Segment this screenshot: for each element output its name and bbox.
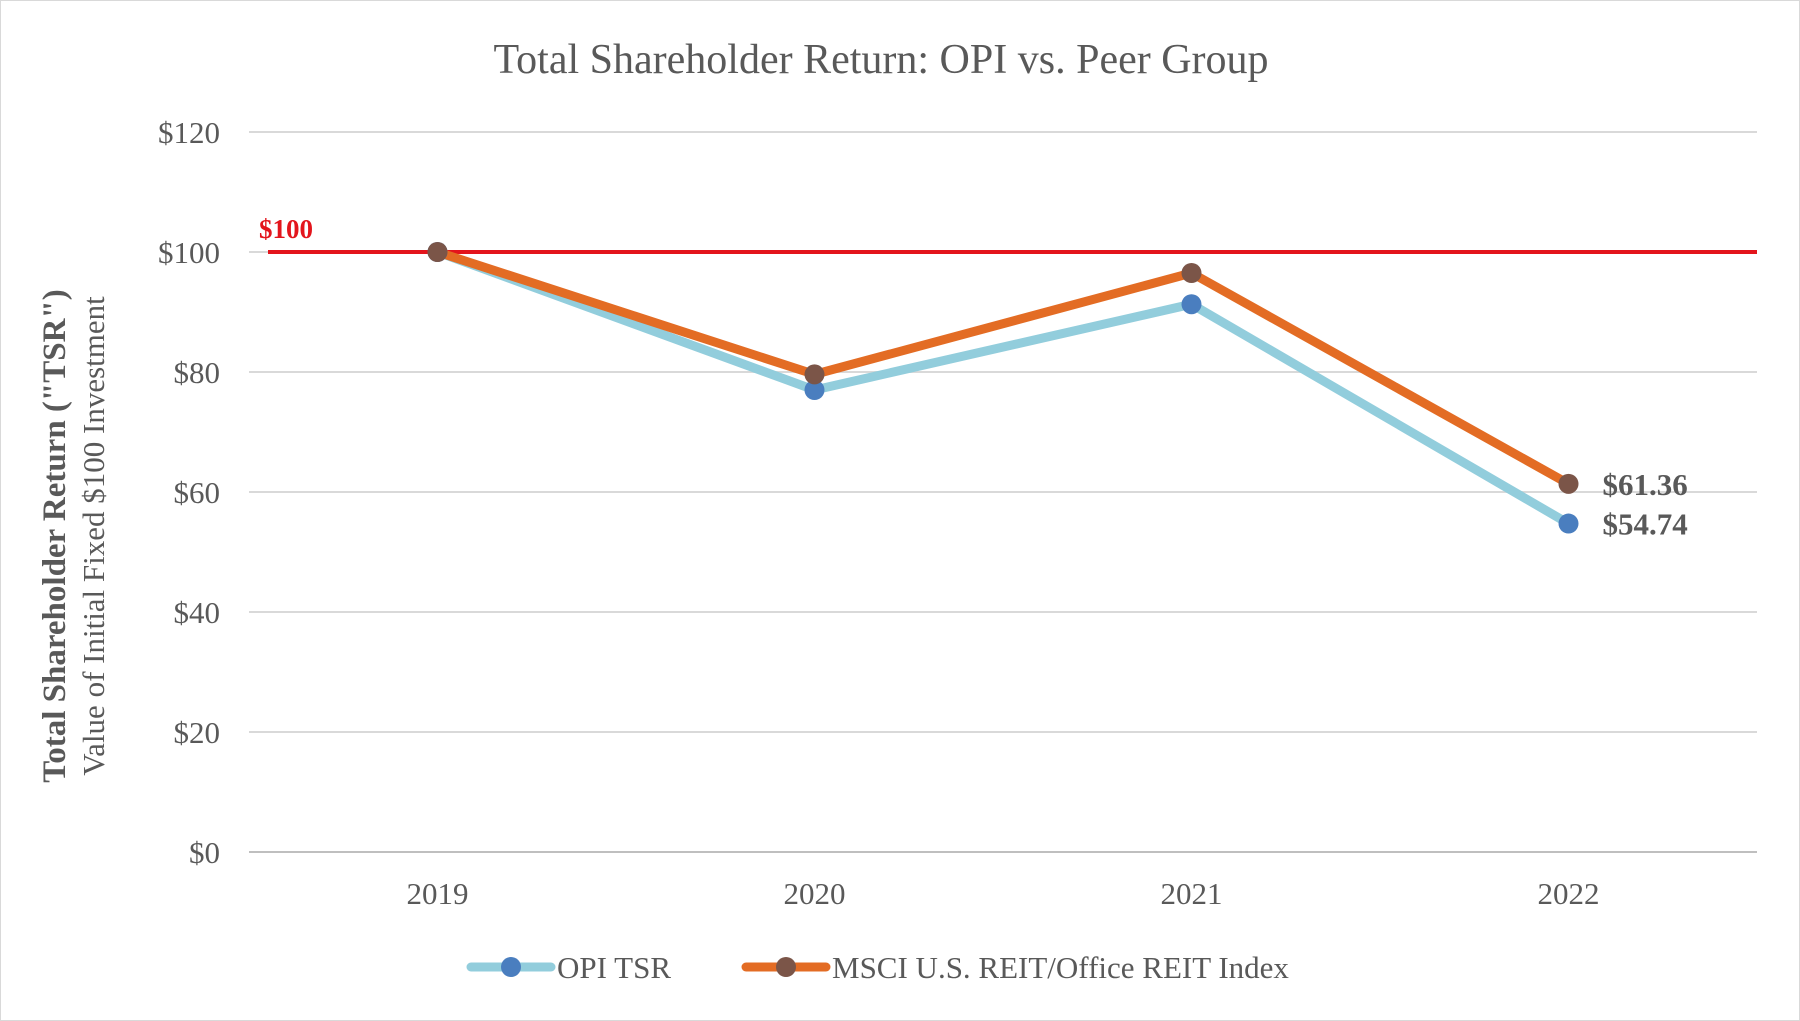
legend-label: MSCI U.S. REIT/Office REIT Index	[832, 950, 1289, 985]
series-1-point	[1558, 513, 1579, 534]
series-2-end-label: $61.36	[1603, 467, 1688, 502]
y-tick-labels: $0 $20 $40 $60 $80 $100 $120	[158, 115, 220, 870]
reference-line-label: $100	[259, 214, 313, 244]
y-tick-label: $60	[174, 475, 221, 510]
y-axis-title-main: Total Shareholder Return ("TSR")	[37, 289, 73, 783]
legend-swatch-marker	[501, 957, 521, 977]
gridlines	[249, 131, 1757, 853]
series-2-line	[433, 247, 1573, 489]
series-1-end-label: $54.74	[1603, 507, 1688, 542]
y-axis-title-sub: Value of Initial Fixed $100 Investment	[76, 296, 111, 776]
x-tick-label: 2021	[1161, 876, 1223, 911]
y-tick-label: $20	[174, 715, 221, 750]
legend: OPI TSR MSCI U.S. REIT/Office REIT Index	[466, 950, 1289, 985]
y-tick-label: $40	[174, 595, 221, 630]
chart-title: Total Shareholder Return: OPI vs. Peer G…	[493, 37, 1268, 83]
x-tick-labels: 2019 2020 2021 2022	[407, 876, 1600, 911]
y-tick-label: $100	[158, 235, 220, 270]
x-tick-label: 2022	[1538, 876, 1600, 911]
y-tick-label: $120	[158, 115, 220, 150]
y-tick-label: $80	[174, 355, 221, 390]
x-tick-label: 2019	[407, 876, 469, 911]
end-labels: $54.74 $61.36	[1603, 467, 1688, 542]
series-2-point	[427, 242, 448, 262]
series-1-line	[433, 247, 1573, 529]
series-1-point	[804, 380, 825, 400]
series-group	[427, 242, 1579, 534]
y-axis-title: Total Shareholder Return ("TSR") Value o…	[37, 289, 111, 783]
reference-line-group: $100	[259, 214, 1757, 254]
series-2-point	[1181, 263, 1202, 283]
series-2-point	[1558, 473, 1579, 494]
series-1-point	[1181, 294, 1202, 315]
legend-swatch-marker	[776, 957, 796, 977]
series-2-point	[804, 364, 825, 385]
y-tick-label: $0	[189, 835, 220, 870]
x-tick-label: 2020	[784, 876, 846, 911]
legend-label: OPI TSR	[557, 950, 671, 985]
